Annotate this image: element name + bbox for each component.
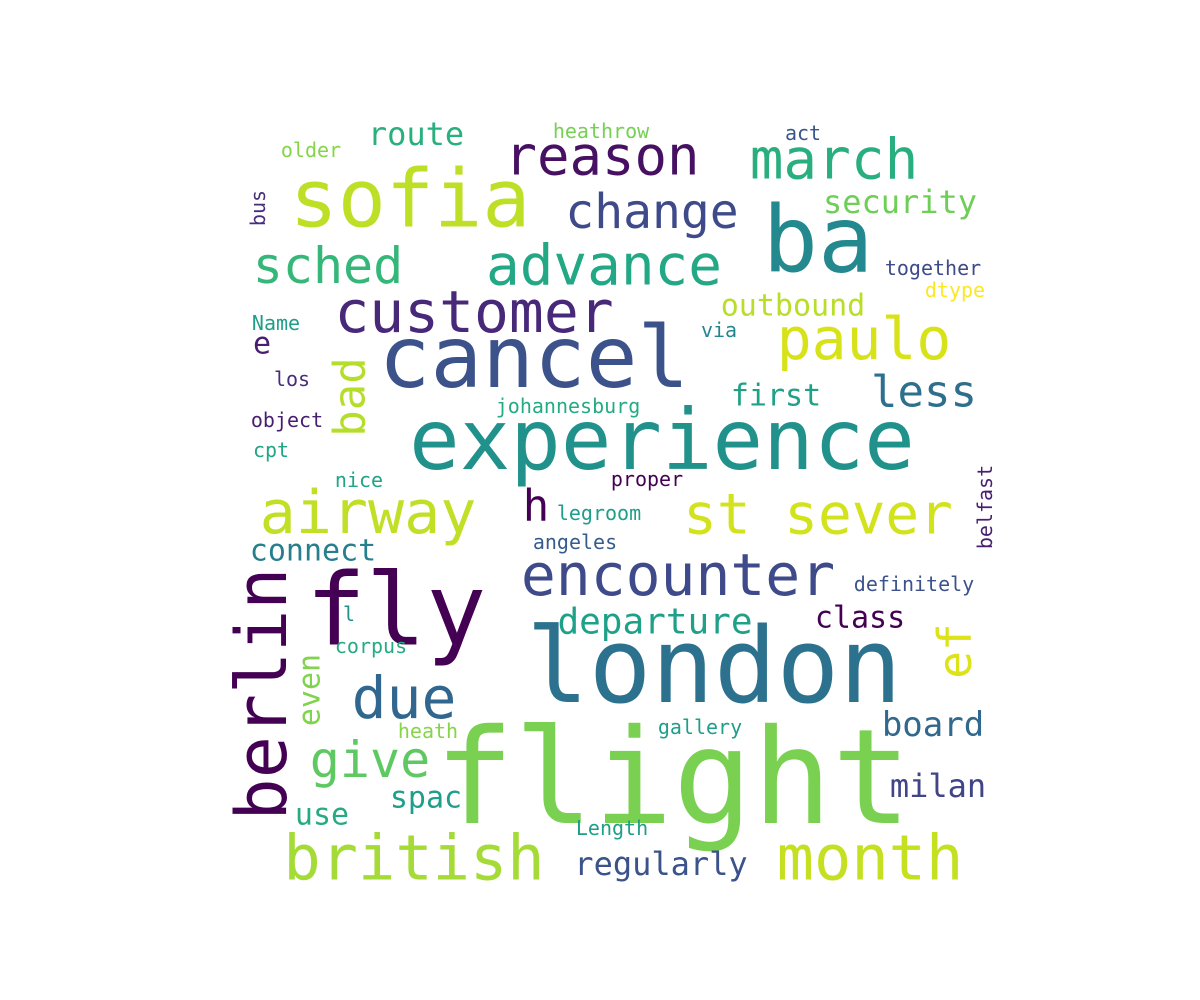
word-airway: airway: [260, 478, 477, 548]
word-johannesburg: johannesburg: [496, 394, 641, 418]
word-route: route: [368, 115, 464, 153]
word-gallery: gallery: [658, 715, 742, 739]
word-departure: departure: [557, 602, 752, 643]
word-berlin: berlin: [221, 568, 303, 821]
word-change: change: [565, 184, 738, 240]
word-milan: milan: [890, 767, 986, 805]
word-outbound: outbound: [721, 289, 866, 324]
word-proper: proper: [611, 467, 683, 491]
word-definitely: definitely: [854, 572, 974, 596]
word-reason: reason: [504, 125, 699, 188]
word-l: l: [343, 602, 355, 626]
word-customer: customer: [334, 278, 613, 346]
word-british: british: [283, 822, 544, 895]
word-angeles: angeles: [533, 530, 617, 554]
word-bad: bad: [325, 357, 376, 436]
word-even: even: [293, 654, 328, 726]
word-length: Length: [576, 816, 648, 840]
word-london: london: [526, 605, 902, 727]
word-belfast: belfast: [973, 465, 997, 549]
word-cancel: cancel: [379, 308, 690, 408]
word-dtype: dtype: [925, 278, 985, 302]
word-via: via: [701, 318, 737, 342]
word-experience: experience: [409, 391, 915, 489]
word-object: object: [251, 408, 323, 432]
word-together: together: [885, 256, 981, 280]
word-fly: fly: [306, 552, 487, 669]
word-cpt: cpt: [253, 438, 289, 462]
word-legroom: legroom: [557, 501, 641, 525]
word-board: board: [882, 705, 984, 745]
word-corpus: corpus: [335, 634, 407, 658]
word-bus: bus: [246, 190, 270, 226]
word-older: older: [281, 138, 341, 162]
word-e: e: [253, 327, 271, 362]
word-nice: nice: [335, 468, 383, 492]
word-ba: ba: [763, 187, 874, 294]
word-spac: spac: [390, 781, 462, 816]
word-security: security: [823, 183, 977, 221]
word-flight: flight: [435, 701, 912, 855]
word-los: los: [274, 367, 310, 391]
word-st-sever: st sever: [683, 483, 953, 548]
word-advance: advance: [486, 234, 722, 299]
word-heath: heath: [398, 719, 458, 743]
word-paulo: paulo: [777, 305, 952, 373]
word-h: h: [523, 481, 550, 532]
word-first: first: [731, 379, 821, 414]
word-ef: ef: [928, 623, 982, 678]
word-month: month: [777, 822, 964, 895]
word-sofia: sofia: [290, 153, 531, 246]
word-connect: connect: [250, 534, 376, 569]
word-heathrow: heathrow: [553, 119, 650, 143]
word-due: due: [352, 664, 457, 732]
word-regularly: regularly: [574, 845, 747, 883]
word-less: less: [871, 367, 977, 418]
word-act: act: [785, 121, 821, 145]
word-name: Name: [252, 311, 300, 335]
word-use: use: [295, 798, 349, 833]
word-encounter: encounter: [521, 541, 835, 609]
word-class: class: [815, 601, 905, 636]
word-give: give: [310, 731, 430, 789]
word-march: march: [750, 128, 919, 193]
word-sched: sched: [253, 237, 404, 295]
